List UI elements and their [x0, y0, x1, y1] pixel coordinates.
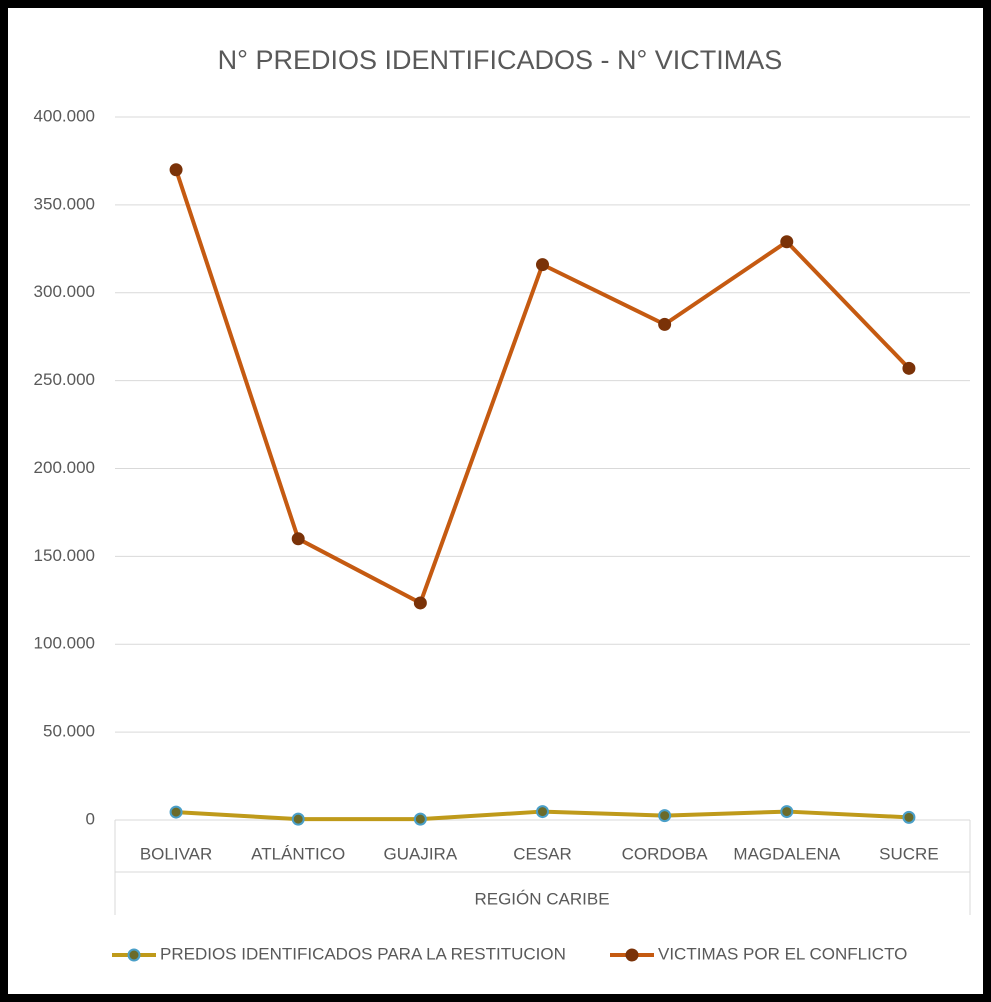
data-point — [413, 596, 427, 610]
data-point — [902, 810, 916, 824]
legend-label: PREDIOS IDENTIFICADOS PARA LA RESTITUCIO… — [160, 944, 566, 963]
x-tick-label: CESAR — [513, 844, 572, 863]
y-tick-label: 0 — [86, 809, 95, 828]
x-tick-label: ATLÁNTICO — [251, 844, 345, 863]
x-tick-label: GUAJIRA — [384, 844, 458, 863]
y-tick-label: 350.000 — [34, 194, 95, 213]
y-tick-label: 150.000 — [34, 546, 95, 565]
y-tick-label: 200.000 — [34, 458, 95, 477]
x-tick-label: CORDOBA — [622, 844, 709, 863]
legend-marker — [127, 948, 141, 962]
data-point — [413, 812, 427, 826]
legend-label: VICTIMAS POR EL CONFLICTO — [658, 944, 907, 963]
x-tick-label: MAGDALENA — [733, 844, 840, 863]
data-point — [536, 805, 549, 819]
data-point — [658, 809, 672, 823]
x-tick-label: BOLIVAR — [140, 844, 212, 863]
y-tick-label: 50.000 — [43, 722, 95, 741]
x-group-label: REGIÓN CARIBE — [474, 889, 609, 908]
legend-marker — [625, 948, 639, 962]
y-tick-label: 400.000 — [34, 106, 95, 125]
y-tick-label: 100.000 — [34, 634, 95, 653]
data-point — [291, 812, 305, 826]
data-point — [780, 235, 794, 249]
data-point — [169, 805, 183, 819]
data-point — [291, 532, 305, 546]
x-tick-label: SUCRE — [879, 844, 939, 863]
data-point — [169, 163, 183, 177]
data-point — [536, 258, 549, 272]
data-point — [658, 317, 672, 331]
data-point — [902, 361, 916, 375]
data-point — [780, 805, 794, 819]
chart-title: N° PREDIOS IDENTIFICADOS - N° VICTIMAS — [218, 45, 783, 75]
y-tick-label: 250.000 — [34, 370, 95, 389]
y-tick-label: 300.000 — [34, 282, 95, 301]
